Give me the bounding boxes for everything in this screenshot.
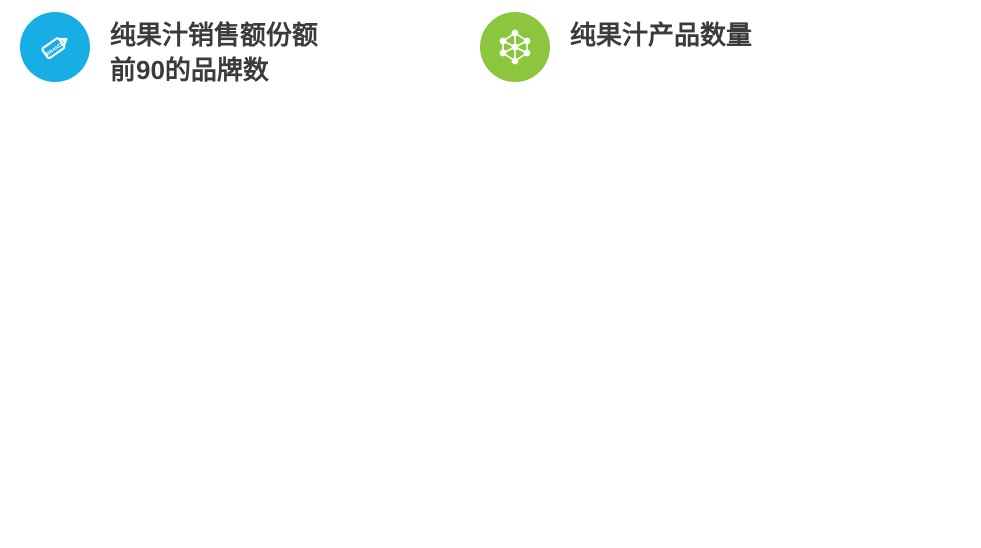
- title-right: 纯果汁产品数量: [570, 12, 752, 53]
- brand-tag-svg: BRAND: [33, 25, 77, 69]
- network-svg: [493, 25, 537, 69]
- brand-tag-icon: BRAND: [20, 12, 90, 82]
- header-right: 纯果汁产品数量: [480, 12, 752, 82]
- network-icon: [480, 12, 550, 82]
- title-left: 纯果汁销售额份额前90的品牌数: [110, 12, 318, 88]
- header-left: BRAND 纯果汁销售额份额前90的品牌数: [20, 12, 318, 88]
